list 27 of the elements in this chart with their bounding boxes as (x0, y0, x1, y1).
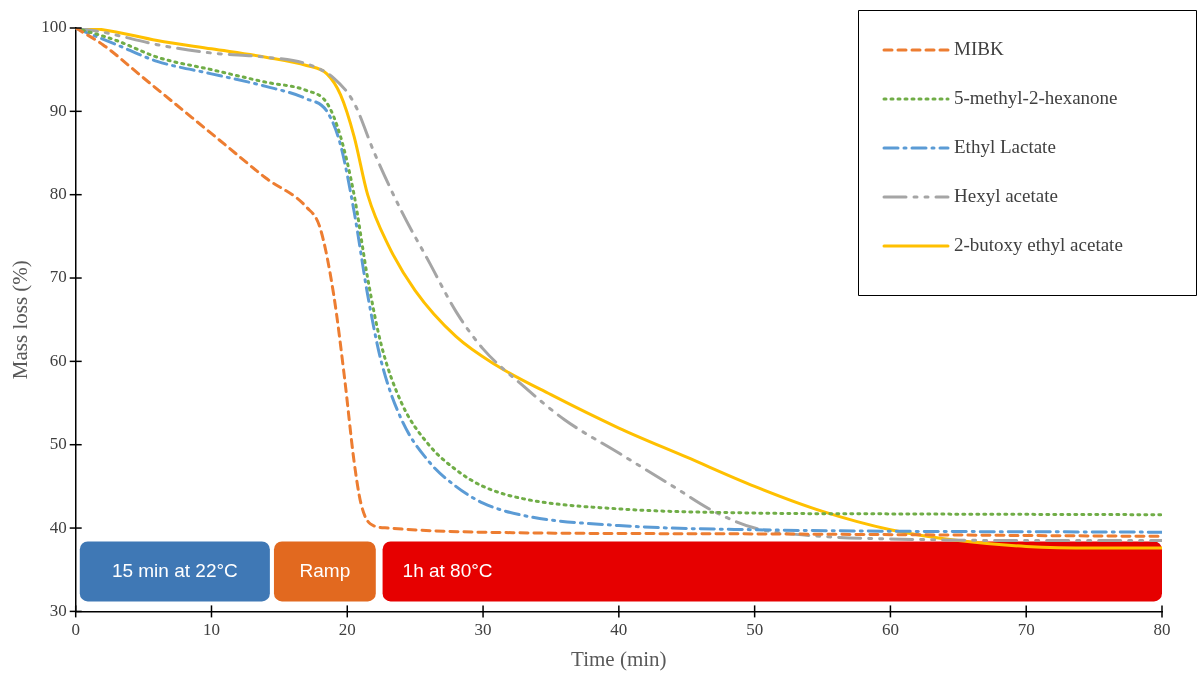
x-tick-label: 50 (746, 620, 764, 640)
x-tick-label: 70 (1017, 620, 1035, 640)
y-tick-label: 70 (49, 267, 67, 287)
y-tick-label: 60 (49, 350, 67, 370)
x-tick-label: 60 (881, 620, 899, 640)
band-label: Ramp (299, 559, 351, 581)
y-axis-title: Mass loss (%) (8, 260, 33, 380)
band-label: 1h at 80°C (402, 559, 493, 581)
y-tick-label: 90 (49, 100, 67, 120)
x-tick-label: 30 (474, 620, 492, 640)
x-tick-label: 40 (610, 620, 628, 640)
legend-label: Ethyl Lactate (954, 135, 1056, 157)
y-tick-label: 40 (49, 517, 67, 537)
x-tick-label: 20 (338, 620, 356, 640)
y-tick-label: 30 (49, 600, 67, 620)
legend-label: Hexyl acetate (954, 184, 1058, 206)
x-tick-label: 0 (71, 620, 80, 640)
y-tick-label: 80 (49, 184, 67, 204)
legend-label: 2-butoxy ethyl acetate (954, 233, 1123, 255)
y-tick-label: 100 (41, 17, 67, 37)
y-tick-label: 50 (49, 434, 67, 454)
x-axis-title: Time (min) (571, 646, 667, 671)
band-label: 15 min at 22°C (111, 559, 238, 581)
x-tick-label: 10 (202, 620, 220, 640)
legend-label: MIBK (954, 37, 1004, 59)
legend-label: 5-methyl-2-hexanone (954, 86, 1118, 108)
x-tick-label: 80 (1153, 620, 1171, 640)
